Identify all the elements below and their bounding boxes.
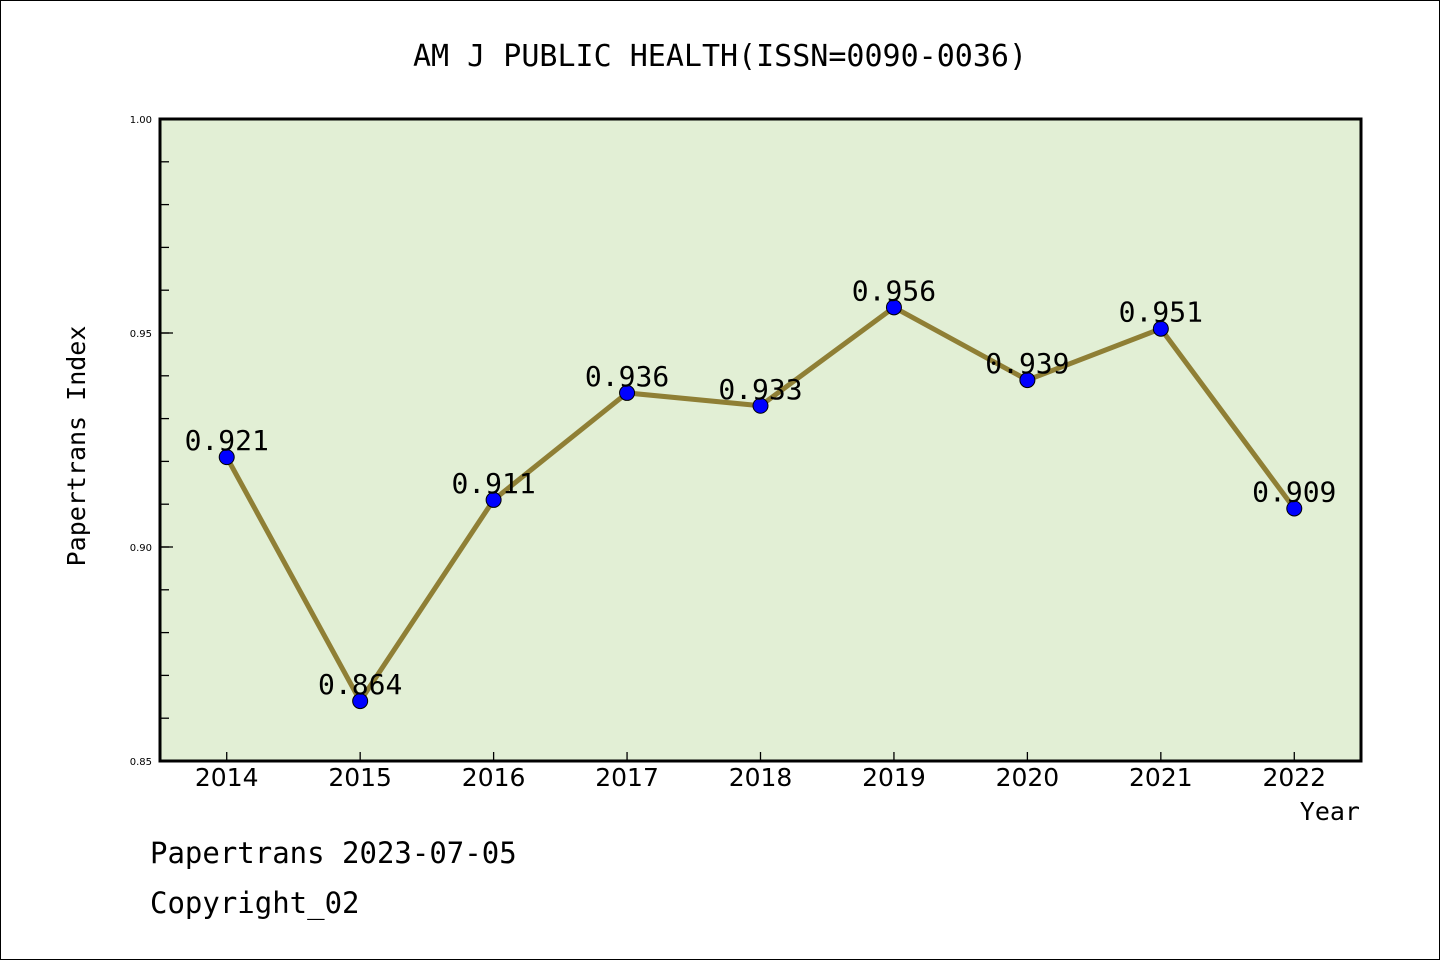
x-tick-label: 2021 — [1129, 763, 1193, 792]
data-point-2014 — [218, 449, 235, 466]
data-point-2016 — [485, 491, 502, 508]
x-tick-label: 2018 — [729, 763, 793, 792]
data-label-2022: 0.909 — [1252, 475, 1336, 508]
data-label-2021: 0.951 — [1119, 296, 1203, 329]
data-point-2018 — [752, 397, 769, 414]
data-point-2020 — [1019, 372, 1036, 389]
x-tick-label: 2015 — [328, 763, 392, 792]
plot-background — [160, 119, 1361, 761]
data-point-2021 — [1152, 320, 1169, 337]
y-axis-label: Papertrans Index — [62, 326, 91, 567]
plot-border — [158, 117, 1363, 763]
data-label-2020: 0.939 — [985, 347, 1069, 380]
data-label-2017: 0.936 — [585, 360, 669, 393]
data-point-2017 — [619, 384, 636, 401]
footer-date: Papertrans 2023-07-05 — [150, 836, 517, 870]
data-point-2015 — [352, 693, 369, 710]
y-tick-label: 0.90 — [130, 543, 152, 554]
x-tick-label: 2019 — [862, 763, 926, 792]
data-point-2019 — [885, 299, 902, 316]
y-tick-label: 0.85 — [130, 757, 152, 768]
data-label-2014: 0.921 — [185, 424, 269, 457]
y-tick-label: 0.95 — [130, 329, 152, 340]
x-tick-label: 2014 — [195, 763, 259, 792]
y-tick-label: 1.00 — [130, 115, 152, 126]
chart-title: AM J PUBLIC HEALTH(ISSN=0090-0036) — [413, 39, 1027, 74]
x-tick-label: 2016 — [462, 763, 526, 792]
footer-copyright: Copyright_02 — [150, 886, 360, 920]
data-label-2015: 0.864 — [318, 668, 402, 701]
data-label-2016: 0.911 — [451, 467, 535, 500]
x-tick-label: 2022 — [1262, 763, 1326, 792]
data-point-2022 — [1286, 500, 1303, 517]
data-label-2018: 0.933 — [718, 373, 802, 406]
x-tick-label: 2017 — [595, 763, 659, 792]
x-tick-label: 2020 — [996, 763, 1060, 792]
data-label-2019: 0.956 — [852, 274, 936, 307]
x-axis-label: Year — [1300, 797, 1360, 826]
